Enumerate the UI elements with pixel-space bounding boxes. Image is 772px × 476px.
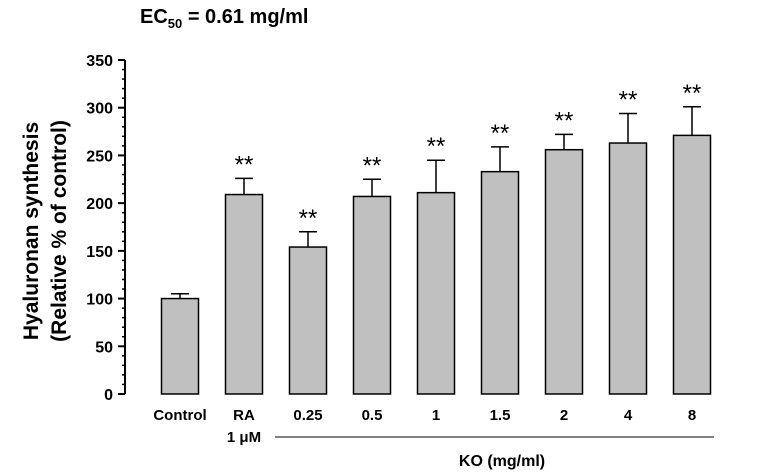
bar bbox=[544, 148, 584, 395]
bar bbox=[416, 191, 456, 395]
x-tick-label: 0.25 bbox=[293, 407, 322, 424]
chart-title: EC50 = 0.61 mg/ml bbox=[140, 6, 309, 31]
bar bbox=[672, 134, 712, 395]
x-tick-label: 0.5 bbox=[362, 407, 383, 424]
bar bbox=[288, 246, 328, 395]
x-tick-label: 1 bbox=[432, 407, 440, 424]
significance-mark: ** bbox=[619, 86, 638, 113]
x-tick-label: 2 bbox=[560, 407, 568, 424]
group-label: KO (mg/ml) bbox=[459, 453, 545, 470]
x-tick-label: RA bbox=[233, 407, 255, 424]
y-tick-label: 250 bbox=[86, 148, 113, 165]
bar bbox=[608, 142, 648, 395]
y-axis-label-line2: (Relative % of control) bbox=[48, 120, 71, 342]
x-tick-sublabel: 1 μM bbox=[227, 429, 261, 446]
bar bbox=[352, 195, 392, 395]
y-tick-label: 100 bbox=[86, 292, 113, 309]
y-tick-label: 0 bbox=[104, 387, 113, 404]
y-axis-label-group: Hyaluronan synthesis (Relative % of cont… bbox=[20, 120, 71, 342]
significance-mark: ** bbox=[427, 133, 446, 160]
significance-mark: ** bbox=[363, 152, 382, 179]
bar bbox=[224, 193, 264, 395]
y-tick-label: 200 bbox=[86, 196, 113, 213]
significance-mark: ** bbox=[299, 205, 318, 232]
y-axis-label-line1: Hyaluronan synthesis bbox=[20, 122, 43, 340]
y-tick-label: 300 bbox=[86, 101, 113, 118]
bar bbox=[160, 297, 200, 395]
significance-mark: ** bbox=[491, 120, 510, 147]
bar bbox=[480, 170, 520, 395]
y-tick-label: 350 bbox=[86, 53, 113, 70]
y-tick-label: 150 bbox=[86, 244, 113, 261]
x-tick-label: Control bbox=[153, 407, 206, 424]
x-tick-label: 4 bbox=[624, 407, 633, 424]
significance-mark: ** bbox=[235, 151, 254, 178]
y-tick-label: 50 bbox=[95, 339, 113, 356]
x-tick-label: 1.5 bbox=[490, 407, 511, 424]
significance-mark: ** bbox=[683, 80, 702, 107]
x-tick-label: 8 bbox=[688, 407, 696, 424]
significance-mark: ** bbox=[555, 107, 574, 134]
